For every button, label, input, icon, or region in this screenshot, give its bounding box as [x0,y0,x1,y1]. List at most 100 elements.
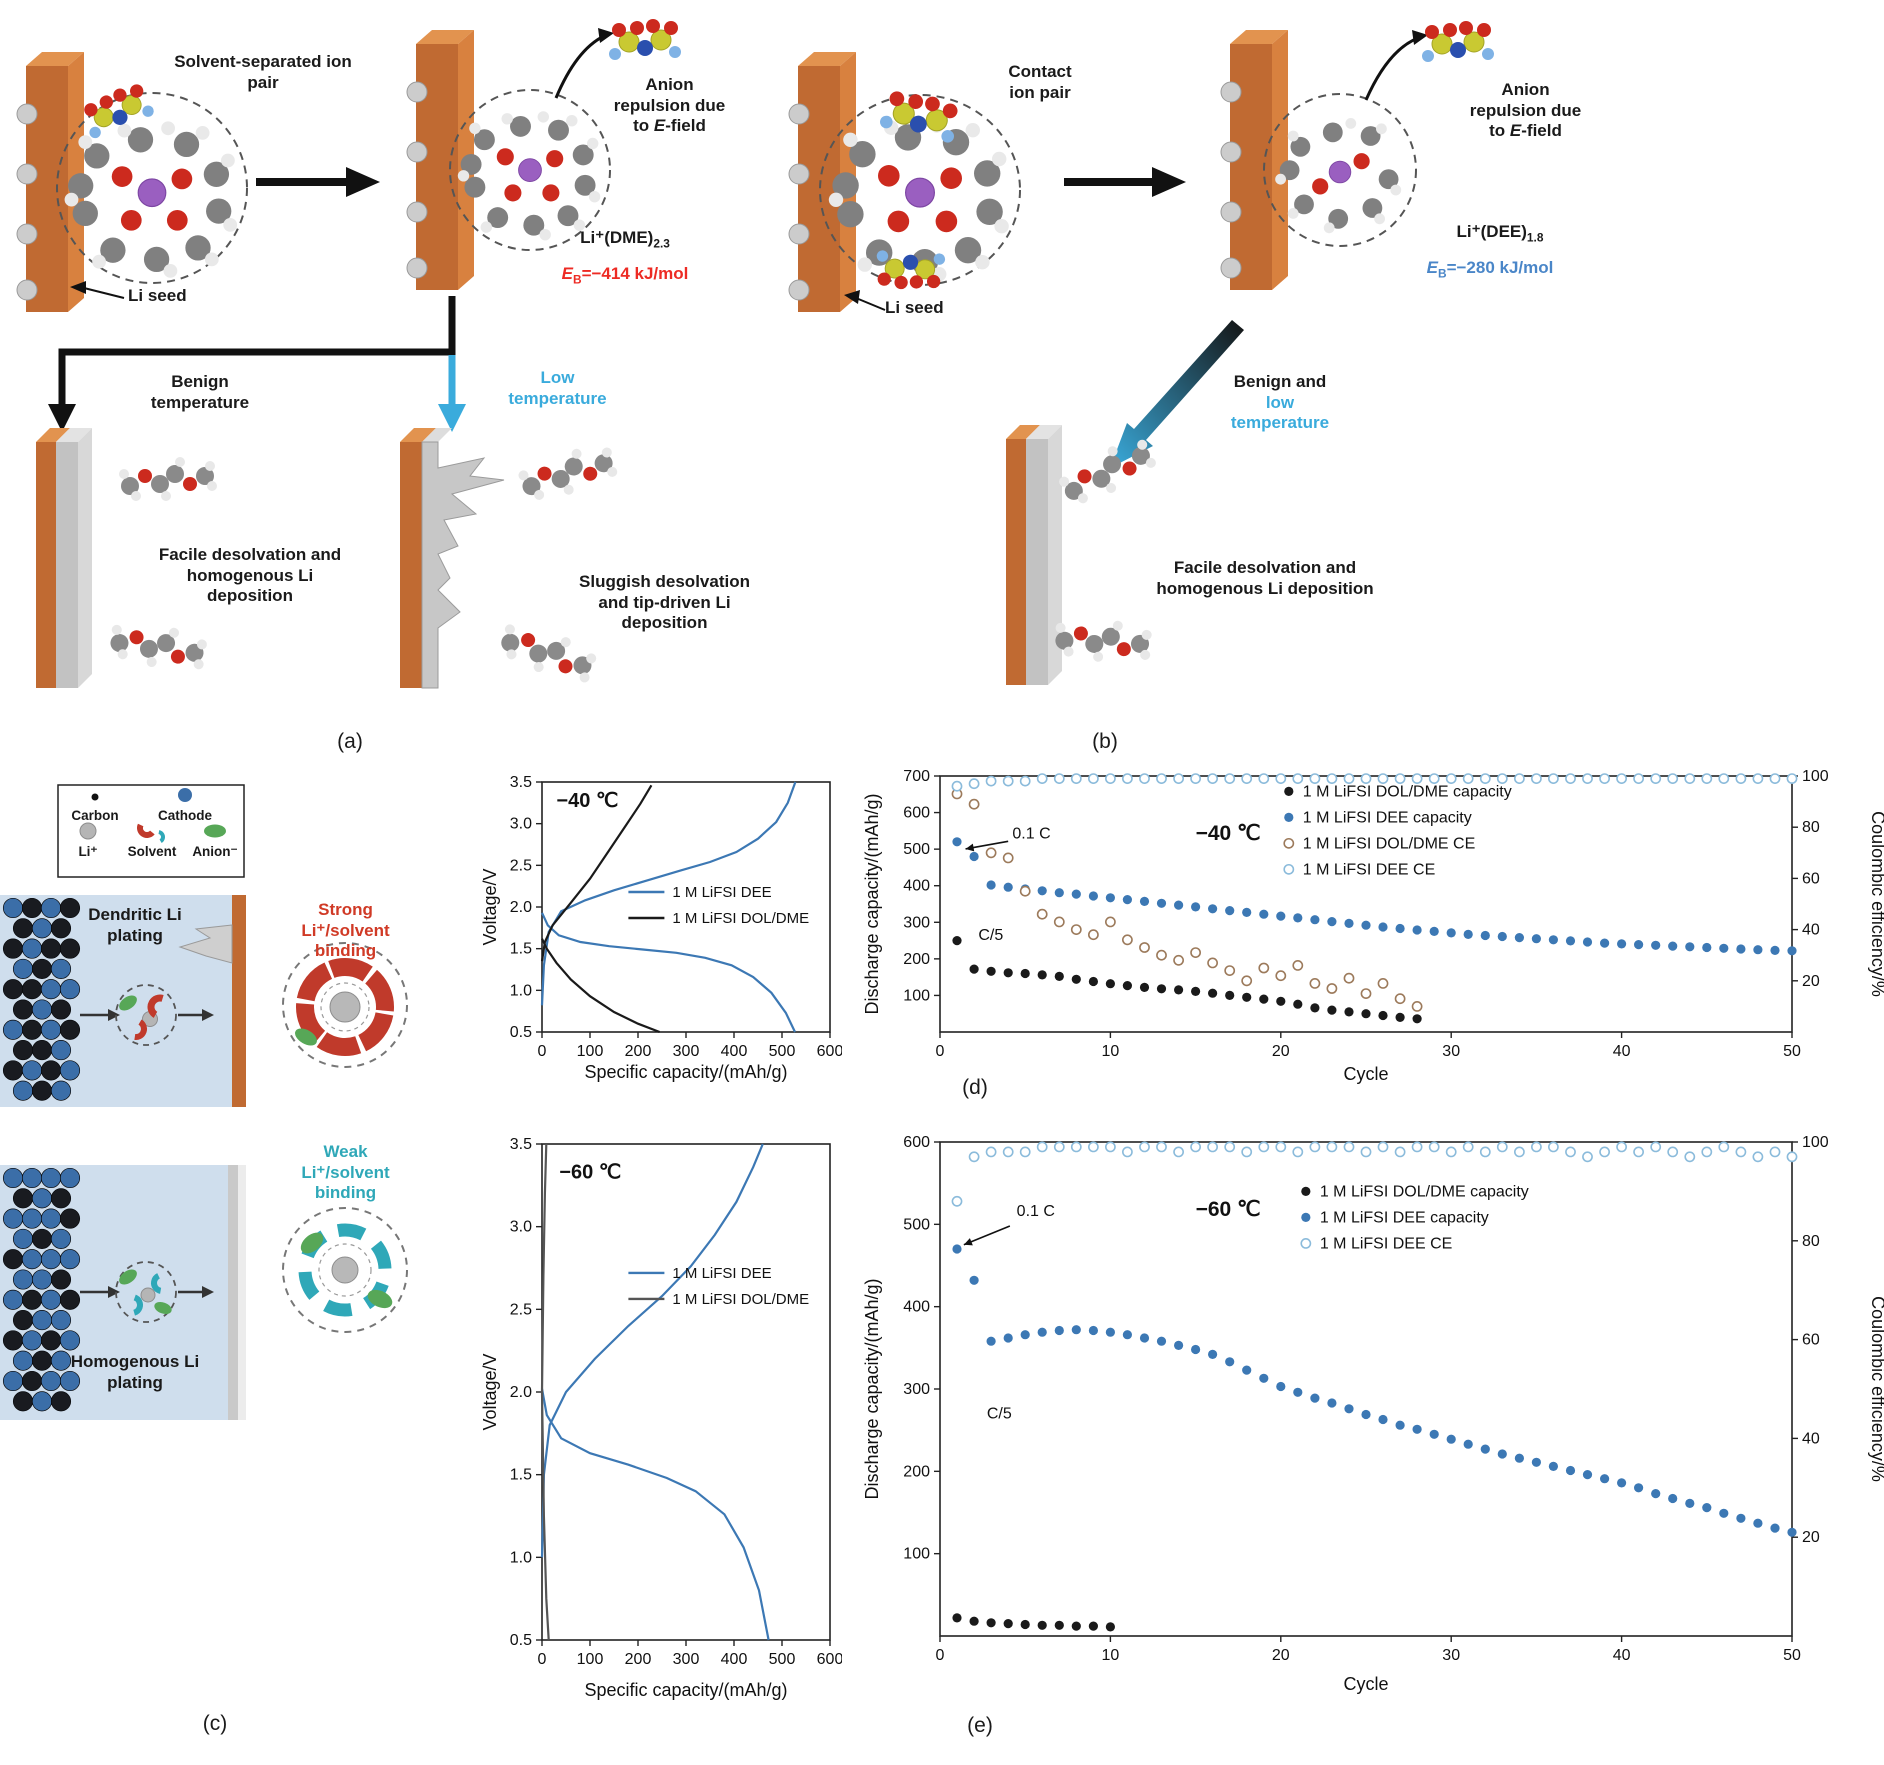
solvent-icon [151,830,165,844]
svg-text:0: 0 [538,1043,547,1060]
ssip-shell-outline [56,92,248,284]
strong-binding-label: Strong Li⁺/solvent binding [301,900,390,961]
cluster-formula-b: Li⁺(DEE)1.8 [1415,222,1585,245]
anion-repulsion-label-a: Anion repulsion due to E-field [612,75,727,137]
e-symbol: E [561,264,573,283]
benign-and-text: Benign and [1233,372,1327,391]
svg-text:C/5: C/5 [987,1406,1012,1423]
low-temp-text: low temperature [1230,392,1330,433]
legend-li-label: Li⁺ [78,844,98,859]
svg-text:100: 100 [577,1043,604,1060]
svg-text:1 M LiFSI DEE capacity: 1 M LiFSI DEE capacity [1320,1209,1489,1226]
panel-tag-d: (d) [962,1076,988,1099]
anion-icon [154,1301,172,1315]
svg-text:200: 200 [903,951,930,968]
svg-text:3.0: 3.0 [510,1219,532,1236]
dee-molecule-icon [1053,433,1161,509]
expelled-anion-icon [1421,20,1495,63]
dme-solvation-cluster-icon [457,110,601,241]
dme-molecule-icon [515,442,620,503]
dendritic-li-deposit-icon [399,427,505,689]
svg-text:Coulombic efficiency/%: Coulombic efficiency/% [1868,811,1884,997]
svg-text:400: 400 [903,1299,930,1316]
arrow-right-icon [1064,167,1186,197]
dee-solvation-cluster-icon [1274,117,1402,234]
solvent-icon [296,958,394,1056]
e-subscript: B [572,272,582,287]
cip-label: Contact ion pair [1008,62,1072,102]
li-ion-icon [331,1256,359,1284]
svg-text:Voltage/V: Voltage/V [480,1353,500,1430]
gradient-arrow-icon [1110,320,1244,468]
arrow-right-icon [80,1009,120,1021]
svg-text:Voltage/V: Voltage/V [480,868,500,945]
svg-text:500: 500 [769,1043,796,1060]
solvation-shell-outline [449,89,611,251]
voltage-capacity-chart-minus60: 0 100 200 300 400 500 600 0.5 1.0 1.5 2.0 2.5 3.0 3.5… [480,1136,842,1700]
anion-repulsion-label-b: Anion repulsion due to E-field [1468,80,1583,142]
svg-text:1 M LiFSI DOL/DME: 1 M LiFSI DOL/DME [672,1291,809,1308]
li-seed-pointer-arrow-icon [844,290,886,311]
svg-text:2.0: 2.0 [510,899,532,916]
anion-icon [295,1028,317,1046]
dee-molecule-icon [1050,610,1156,671]
benign-temp-label: Benign temperature [150,372,250,412]
svg-text:Cycle: Cycle [1343,1064,1388,1084]
svg-text:20: 20 [1802,973,1820,990]
arrow-right-icon [178,1286,214,1298]
svg-text:500: 500 [769,1651,796,1668]
svg-text:1.5: 1.5 [510,941,532,958]
svg-text:10: 10 [1102,1647,1120,1664]
formula-subscript: 2.3 [653,236,670,251]
anion-repulsion-text: Anion repulsion due to [1469,80,1582,141]
cathode-icon [178,788,192,802]
svg-text:300: 300 [903,1381,930,1398]
carbon-icon [91,793,99,801]
dme-molecule-icon [104,612,212,681]
svg-text:1 M LiFSI DOL/DME CE: 1 M LiFSI DOL/DME CE [1303,835,1475,852]
solvation-shell-outline [1263,93,1417,247]
svg-text:−40 ℃: −40 ℃ [1196,822,1261,845]
svg-text:400: 400 [721,1651,748,1668]
anode-particles-icon [2,897,81,1101]
weak-binding-outline [282,1207,408,1333]
svg-text:2.0: 2.0 [510,1384,532,1401]
svg-text:300: 300 [673,1043,700,1060]
svg-text:700: 700 [903,768,930,785]
svg-text:Coulombic efficiency/%: Coulombic efficiency/% [1868,1296,1884,1482]
dme-molecule-icon [119,457,217,501]
li-electrode-icon [1220,29,1289,291]
li-ion-icon [329,991,361,1023]
e-symbol: E [1509,121,1522,141]
field-text: -field [665,116,706,136]
svg-text:200: 200 [625,1043,652,1060]
svg-text:30: 30 [1442,1647,1460,1664]
smooth-li-deposit-icon [36,428,92,688]
low-temp-label: Low temperature [508,368,607,408]
binding-energy-a: EB=−414 kJ/mol [530,264,720,287]
svg-text:0.1 C: 0.1 C [1017,1203,1055,1220]
svg-text:40: 40 [1802,1430,1820,1447]
panel-tag-a: (a) [337,730,363,753]
li-seed-pointer-arrow-icon [70,281,125,299]
svg-text:1 M LiFSI DEE: 1 M LiFSI DEE [672,884,771,901]
svg-text:−40 ℃: −40 ℃ [556,790,618,812]
svg-text:20: 20 [1272,1647,1290,1664]
arrow-down-icon [48,404,76,432]
svg-text:3.0: 3.0 [510,816,532,833]
svg-text:1 M LiFSI DEE capacity: 1 M LiFSI DEE capacity [1303,809,1472,826]
svg-text:0: 0 [936,1043,945,1060]
svg-text:Specific capacity/(mAh/g): Specific capacity/(mAh/g) [584,1062,787,1082]
svg-text:300: 300 [673,1651,700,1668]
svg-text:30: 30 [1442,1043,1460,1060]
ssip-cluster-icon [64,120,238,279]
anion-repulsion-text: Anion repulsion due to [613,75,726,136]
li-ion-icon [140,1287,156,1303]
svg-text:200: 200 [903,1463,930,1480]
svg-text:Discharge capacity/(mAh/g): Discharge capacity/(mAh/g) [862,793,882,1014]
svg-text:1 M LiFSI DOL/DME capacity: 1 M LiFSI DOL/DME capacity [1303,783,1512,800]
svg-text:100: 100 [903,1546,930,1563]
svg-text:100: 100 [1802,768,1829,785]
svg-text:0.5: 0.5 [510,1024,532,1041]
svg-text:100: 100 [577,1651,604,1668]
